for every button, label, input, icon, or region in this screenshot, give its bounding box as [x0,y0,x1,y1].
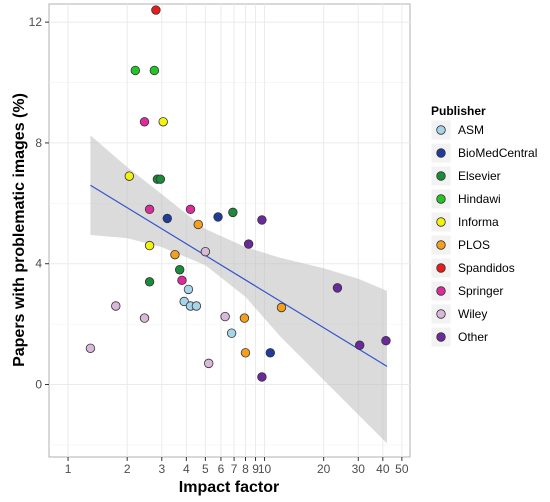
data-point-other [354,340,365,350]
y-tick-label: 4 [35,257,42,271]
data-point-wiley [85,343,96,353]
legend-key-asm [436,125,446,135]
x-tick-label: 30 [352,462,366,476]
data-point-other [257,372,267,382]
legend-label-biomedcentral: BioMedCentral [458,146,537,160]
y-tick-label: 8 [35,136,42,150]
legend-label-plos: PLOS [458,238,490,252]
legend-label-asm: ASM [458,123,484,137]
data-point-informa [124,171,134,181]
data-point-plos [240,348,251,358]
x-tick-label: 10 [258,462,272,476]
data-point-plos [170,249,180,260]
data-point-springer [185,204,196,215]
data-point-plos [276,302,287,313]
legend-label-informa: Informa [458,215,499,229]
data-point-biomedcentral [265,348,276,358]
legend-label-springer: Springer [458,284,503,298]
y-axis-title: Papers with problematic images (%) [11,93,28,367]
data-point-springer [177,275,187,286]
x-tick-label: 20 [317,462,331,476]
legend-key-plos [436,240,446,250]
major-grid [49,4,410,457]
x-tick-label: 5 [202,462,209,476]
data-point-hindawi [130,65,141,76]
data-point-spandidos [151,5,161,15]
data-point-plos [193,219,203,230]
data-point-asm [179,296,189,307]
legend-key-biomedcentral [436,148,446,158]
legend-key-springer [436,286,446,296]
legend-title: Publisher [431,104,486,118]
x-axis: 1 2 3 4 5 6 7 8 910 20 30 40 50 [65,457,409,476]
legend-key-hindawi [436,194,446,204]
data-point-other [381,336,391,346]
legend-label-hindawi: Hindawi [458,192,501,206]
data-points [85,5,391,382]
data-point-elsevier [174,265,185,275]
data-point-springer [144,204,155,215]
data-point-wiley [139,313,150,323]
x-tick-label: 2 [124,462,131,476]
legend: Publisher ASM BioMedCentral Elsevier Hindaw… [430,104,537,348]
x-tick-label: 3 [158,462,165,476]
legend-label-wiley: Wiley [458,307,487,321]
y-axis: 0 4 8 12 [29,15,49,392]
x-tick-label: 9 [252,462,259,476]
x-tick-label: 7 [231,462,238,476]
data-point-plos [239,313,250,323]
trend-line [90,184,388,367]
data-point-informa [144,240,155,251]
x-tick-label: 8 [242,462,249,476]
data-point-springer [139,117,150,127]
data-point-informa [158,117,168,127]
data-point-asm [183,284,194,295]
data-point-elsevier [228,207,238,218]
data-point-wiley [111,301,121,311]
legend-key-elsevier [436,171,446,181]
x-tick-label: 40 [376,462,390,476]
x-tick-label: 4 [183,462,190,476]
data-point-hindawi [149,65,160,76]
data-point-wiley [220,311,230,322]
data-point-other [243,239,254,249]
confidence-band [90,135,388,444]
legend-label-spandidos: Spandidos [458,261,515,275]
legend-key-informa [436,217,446,227]
data-point-other [257,215,267,225]
x-axis-title: Impact factor [179,479,279,496]
data-point-asm [191,301,202,311]
data-point-biomedcentral [162,213,172,224]
data-point-elsevier [155,174,166,184]
y-tick-label: 0 [35,378,42,392]
data-point-wiley [204,358,214,369]
legend-label-elsevier: Elsevier [458,169,501,183]
data-point-elsevier [144,277,155,287]
data-point-biomedcentral [213,212,223,222]
data-point-other [332,283,343,293]
legend-key-wiley [436,309,446,319]
legend-label-other: Other [458,330,488,344]
y-tick-label: 12 [29,15,43,29]
legend-key-spandidos [436,263,446,273]
x-tick-label: 1 [65,462,72,476]
x-tick-label: 6 [218,462,225,476]
data-point-asm [226,328,237,338]
x-tick-label: 50 [395,462,409,476]
legend-key-other [436,332,446,342]
data-point-wiley [200,246,211,257]
